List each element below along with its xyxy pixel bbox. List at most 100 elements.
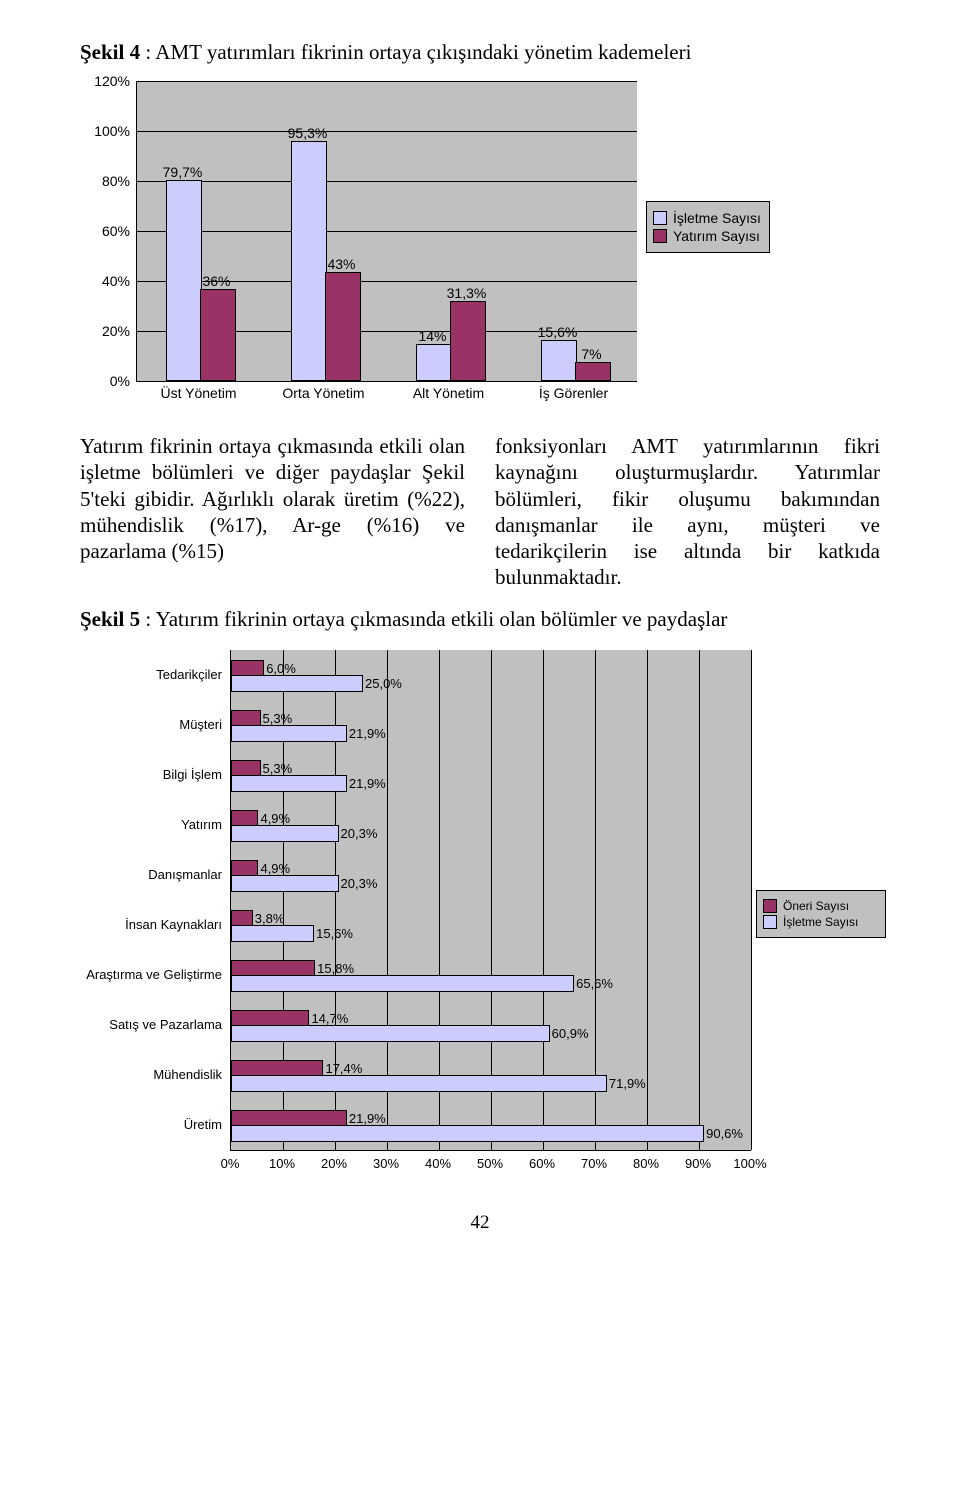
x-tick-label: 100% bbox=[730, 1156, 770, 1171]
bar-value-label: 4,9% bbox=[260, 811, 290, 826]
figure4-title-prefix: Şekil 4 bbox=[80, 40, 140, 64]
y-tick-label: Üretim bbox=[80, 1117, 222, 1132]
y-tick-label: Satış ve Pazarlama bbox=[80, 1017, 222, 1032]
bar bbox=[231, 875, 339, 892]
legend-label: İşletme Sayısı bbox=[783, 915, 858, 929]
legend-label: İşletme Sayısı bbox=[673, 210, 761, 226]
y-tick-label: Araştırma ve Geliştirme bbox=[80, 967, 222, 982]
bar-value-label: 4,9% bbox=[260, 861, 290, 876]
gridline bbox=[647, 650, 648, 1150]
gridline bbox=[137, 231, 637, 232]
bar-value-label: 15,8% bbox=[317, 961, 354, 976]
bar-value-label: 71,9% bbox=[609, 1076, 646, 1091]
bar-value-label: 65,6% bbox=[576, 976, 613, 991]
bar bbox=[450, 301, 486, 381]
bar bbox=[416, 344, 452, 381]
bar-value-label: 5,3% bbox=[263, 711, 293, 726]
bar bbox=[575, 362, 611, 382]
gridline bbox=[751, 650, 752, 1150]
bar bbox=[231, 1075, 607, 1092]
bar-value-label: 5,3% bbox=[263, 761, 293, 776]
y-tick-label: Danışmanlar bbox=[80, 867, 222, 882]
y-tick-label: 60% bbox=[80, 223, 130, 239]
y-tick-label: İnsan Kaynakları bbox=[80, 917, 222, 932]
figure4-legend: İşletme Sayısı Yatırım Sayısı bbox=[646, 201, 770, 253]
bar bbox=[231, 825, 339, 842]
bar-value-label: 43% bbox=[319, 256, 365, 272]
bar-value-label: 95,3% bbox=[285, 125, 331, 141]
bar-value-label: 21,9% bbox=[349, 1111, 386, 1126]
figure4-plot-area: 79,7%36%95,3%43%14%31,3%15,6%7% bbox=[136, 81, 637, 382]
figure5-plot-area: 6,0%25,0%5,3%21,9%5,3%21,9%4,9%20,3%4,9%… bbox=[230, 650, 751, 1151]
x-tick-label: 30% bbox=[366, 1156, 406, 1171]
bar-value-label: 36% bbox=[194, 273, 240, 289]
figure5-title-prefix: Şekil 5 bbox=[80, 607, 140, 631]
x-tick-label: Orta Yönetim bbox=[261, 385, 386, 401]
bar-value-label: 25,0% bbox=[365, 676, 402, 691]
bar-value-label: 60,9% bbox=[552, 1026, 589, 1041]
gridline bbox=[699, 650, 700, 1150]
y-tick-label: 20% bbox=[80, 323, 130, 339]
y-tick-label: Bilgi İşlem bbox=[80, 767, 222, 782]
bar-value-label: 3,8% bbox=[255, 911, 285, 926]
y-tick-label: Müşteri bbox=[80, 717, 222, 732]
legend-item: İşletme Sayısı bbox=[653, 210, 763, 226]
y-tick-label: Tedarikçiler bbox=[80, 667, 222, 682]
y-tick-label: 100% bbox=[80, 123, 130, 139]
y-tick-label: Mühendislik bbox=[80, 1067, 222, 1082]
x-tick-label: 0% bbox=[210, 1156, 250, 1171]
legend-item: İşletme Sayısı bbox=[763, 915, 879, 929]
y-tick-label: Yatırım bbox=[80, 817, 222, 832]
x-tick-label: Üst Yönetim bbox=[136, 385, 261, 401]
x-tick-label: 80% bbox=[626, 1156, 666, 1171]
figure4-title-rest: : AMT yatırımları fikrinin ortaya çıkışı… bbox=[140, 40, 691, 64]
bar bbox=[200, 289, 236, 381]
gridline bbox=[137, 131, 637, 132]
legend-swatch-isletme bbox=[763, 915, 777, 929]
legend-item: Öneri Sayısı bbox=[763, 899, 879, 913]
bar bbox=[231, 1025, 550, 1042]
bar bbox=[231, 725, 347, 742]
figure4-chart: 79,7%36%95,3%43%14%31,3%15,6%7% İşletme … bbox=[80, 71, 770, 421]
bar-value-label: 17,4% bbox=[325, 1061, 362, 1076]
bar-value-label: 79,7% bbox=[160, 164, 206, 180]
bar-value-label: 15,6% bbox=[535, 324, 581, 340]
gridline bbox=[137, 181, 637, 182]
figure5-chart: 6,0%25,0%5,3%21,9%5,3%21,9%4,9%20,3%4,9%… bbox=[80, 640, 880, 1200]
body-text-left: Yatırım fikrinin ortaya çıkmasında etkil… bbox=[80, 433, 465, 591]
bar-value-label: 31,3% bbox=[444, 285, 490, 301]
x-tick-label: 60% bbox=[522, 1156, 562, 1171]
x-tick-label: İş Görenler bbox=[511, 385, 636, 401]
y-tick-label: 80% bbox=[80, 173, 130, 189]
x-tick-label: 70% bbox=[574, 1156, 614, 1171]
bar bbox=[231, 1125, 704, 1142]
y-tick-label: 120% bbox=[80, 73, 130, 89]
bar-value-label: 20,3% bbox=[341, 826, 378, 841]
legend-label: Öneri Sayısı bbox=[783, 899, 849, 913]
figure5-legend: Öneri Sayısı İşletme Sayısı bbox=[756, 890, 886, 938]
bar bbox=[231, 925, 314, 942]
bar bbox=[231, 975, 574, 992]
gridline bbox=[137, 81, 637, 82]
bar-value-label: 7% bbox=[569, 346, 615, 362]
bar-value-label: 90,6% bbox=[706, 1126, 743, 1141]
body-text-columns: Yatırım fikrinin ortaya çıkmasında etkil… bbox=[80, 433, 880, 591]
x-tick-label: Alt Yönetim bbox=[386, 385, 511, 401]
bar bbox=[231, 675, 363, 692]
body-text-right: fonksiyonları AMT yatırımlarının fikri k… bbox=[495, 433, 880, 591]
x-tick-label: 20% bbox=[314, 1156, 354, 1171]
figure5-title: Şekil 5 : Yatırım fikrinin ortaya çıkmas… bbox=[80, 607, 880, 632]
figure5-title-rest: : Yatırım fikrinin ortaya çıkmasında etk… bbox=[140, 607, 727, 631]
legend-label: Yatırım Sayısı bbox=[673, 228, 760, 244]
x-tick-label: 50% bbox=[470, 1156, 510, 1171]
bar-value-label: 21,9% bbox=[349, 776, 386, 791]
bar-value-label: 14,7% bbox=[311, 1011, 348, 1026]
x-tick-label: 40% bbox=[418, 1156, 458, 1171]
bar-value-label: 21,9% bbox=[349, 726, 386, 741]
y-tick-label: 40% bbox=[80, 273, 130, 289]
y-tick-label: 0% bbox=[80, 373, 130, 389]
bar-value-label: 15,6% bbox=[316, 926, 353, 941]
legend-swatch-yatirim bbox=[653, 229, 667, 243]
x-tick-label: 90% bbox=[678, 1156, 718, 1171]
page-number: 42 bbox=[80, 1212, 880, 1234]
